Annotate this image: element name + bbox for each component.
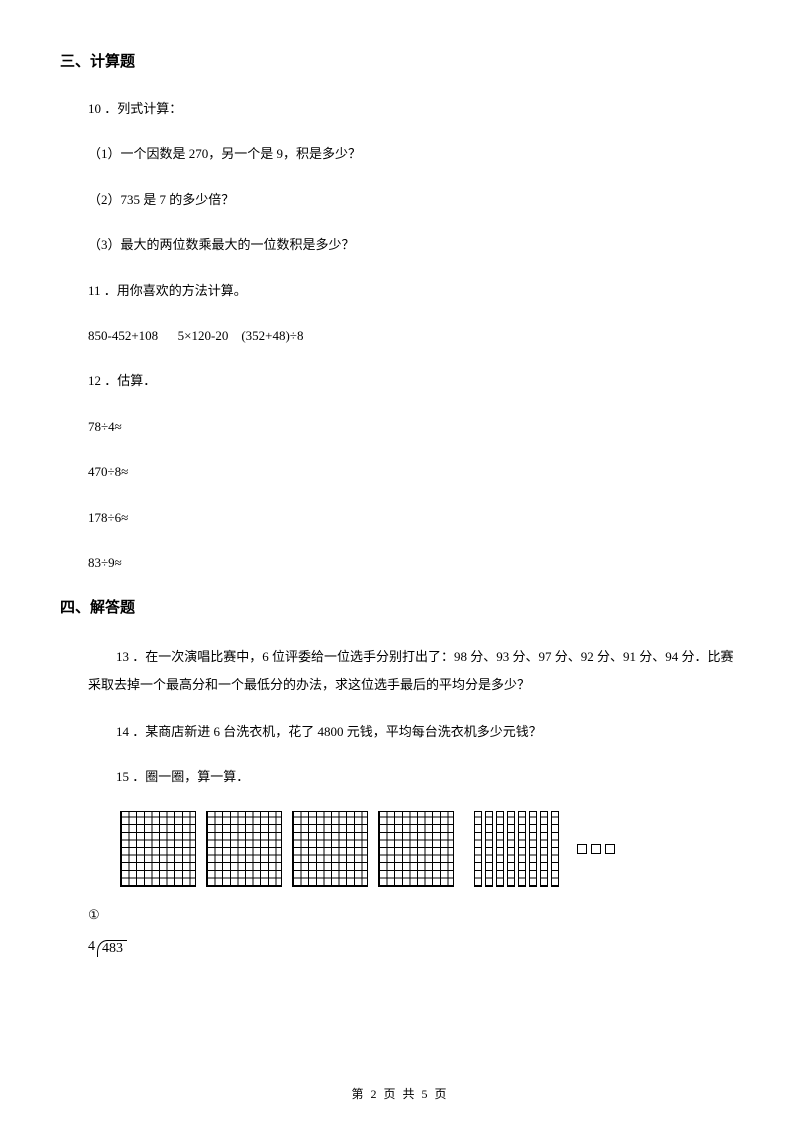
one-cube (577, 844, 587, 854)
section-3-heading: 三、计算题 (60, 50, 740, 71)
ten-strip (474, 811, 482, 887)
hundred-block (292, 811, 368, 887)
ten-strip (496, 811, 504, 887)
one-cube (591, 844, 601, 854)
q15-circled-1: ① (88, 907, 740, 923)
q14-text: 14 ．某商店新进 6 台洗衣机，花了 4800 元钱，平均每台洗衣机多少元钱？ (88, 720, 740, 743)
ten-strip (551, 811, 559, 887)
one-cube (605, 844, 615, 854)
q12-e2: 470÷8≈ (88, 460, 740, 483)
ones-group (577, 844, 615, 854)
q11-expressions: 850-452+108 5×120-20 (352+48)÷8 (88, 324, 740, 347)
hundred-block (378, 811, 454, 887)
ten-strip (529, 811, 537, 887)
section-4-heading: 四、解答题 (60, 596, 740, 617)
q11-title: 11 ．用你喜欢的方法计算。 (88, 279, 740, 302)
ten-strip (540, 811, 548, 887)
hundred-block (120, 811, 196, 887)
q10-part2: （2）735 是 7 的多少倍？ (88, 188, 740, 211)
base-ten-blocks (120, 811, 740, 887)
page-footer: 第 2 页 共 5 页 (0, 1085, 800, 1102)
q15-title: 15 ．圈一圈，算一算． (88, 765, 740, 788)
q10-part1: （1）一个因数是 270，另一个是 9，积是多少？ (88, 142, 740, 165)
divisor: 4 (88, 939, 97, 955)
ten-strips-group (474, 811, 559, 887)
q10-part3: （3）最大的两位数乘最大的一位数积是多少？ (88, 233, 740, 256)
q12-e4: 83÷9≈ (88, 551, 740, 574)
ten-strip (507, 811, 515, 887)
q12-e3: 178÷6≈ (88, 506, 740, 529)
dividend: 483 (97, 940, 127, 957)
long-division-expr: 4 483 (88, 939, 740, 957)
ten-strip (485, 811, 493, 887)
ten-strip (518, 811, 526, 887)
q12-title: 12 ．估算． (88, 369, 740, 392)
q13-text: 13 ．在一次演唱比赛中，6 位评委给一位选手分别打出了：98 分、93 分、9… (88, 643, 740, 698)
q12-e1: 78÷4≈ (88, 415, 740, 438)
hundred-block (206, 811, 282, 887)
q10-title: 10 ．列式计算： (88, 97, 740, 120)
